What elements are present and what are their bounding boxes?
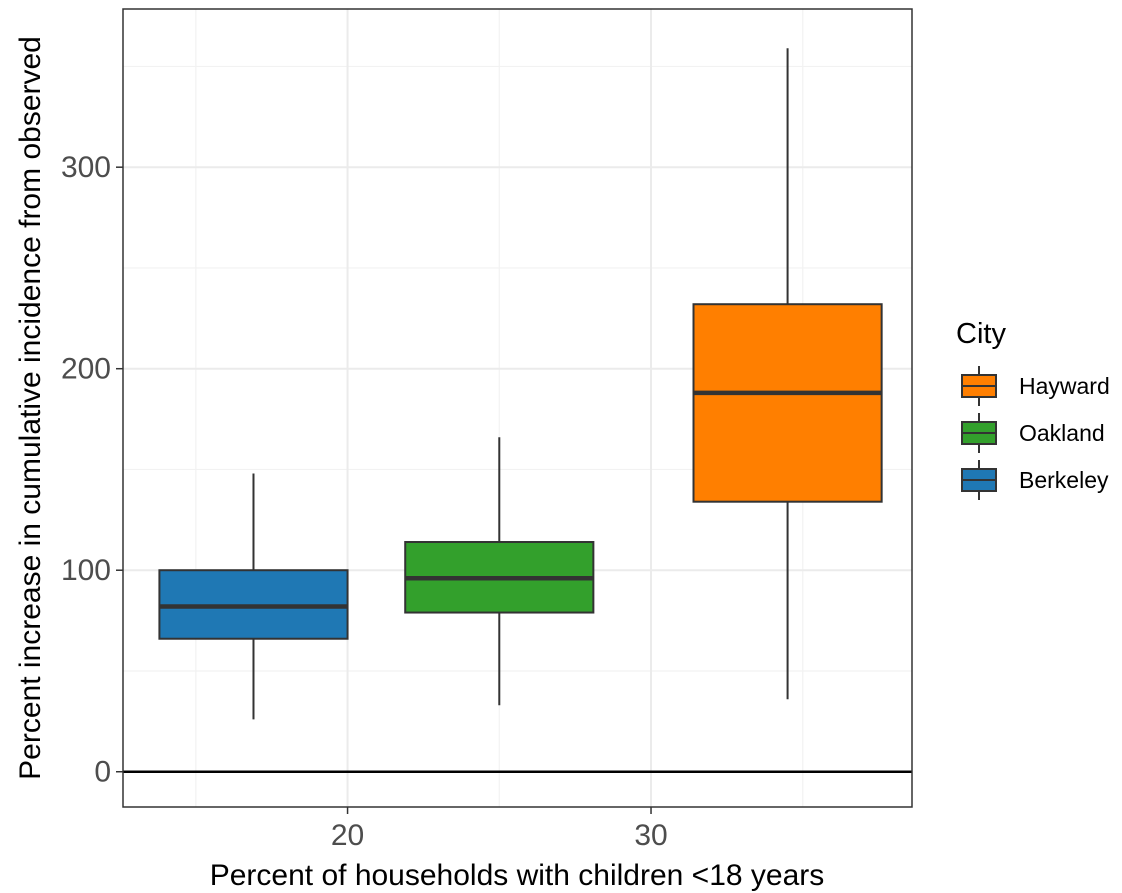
legend-label-hayward: Hayward (1019, 373, 1110, 399)
x-tick-label: 30 (634, 819, 667, 852)
legend-title: City (956, 318, 1006, 350)
plot-border (122, 8, 913, 808)
y-tick-label: 200 (61, 353, 111, 386)
box-hayward (692, 48, 883, 700)
legend: City Hayward Oakland Berkeley (956, 318, 1110, 500)
box-berkeley (158, 473, 349, 720)
y-axis-ticks: 0 100 200 300 (61, 151, 123, 789)
box-oakland (404, 437, 595, 706)
x-axis-ticks: 20 30 (331, 807, 668, 852)
legend-label-berkeley: Berkeley (1019, 467, 1109, 493)
x-tick-label: 20 (331, 819, 364, 852)
y-axis-title: Percent increase in cumulative incidence… (14, 36, 47, 780)
box-series (158, 48, 883, 720)
y-tick-label: 0 (94, 756, 111, 789)
legend-label-oakland: Oakland (1019, 420, 1105, 446)
y-tick-label: 100 (61, 554, 111, 587)
box-body-hayward (692, 303, 883, 503)
x-axis-title: Percent of households with children <18 … (210, 859, 825, 892)
y-tick-label: 300 (61, 151, 111, 184)
legend-item-hayward: Hayward (961, 366, 1110, 406)
legend-item-oakland: Oakland (961, 413, 1105, 453)
legend-item-berkeley: Berkeley (961, 460, 1109, 500)
